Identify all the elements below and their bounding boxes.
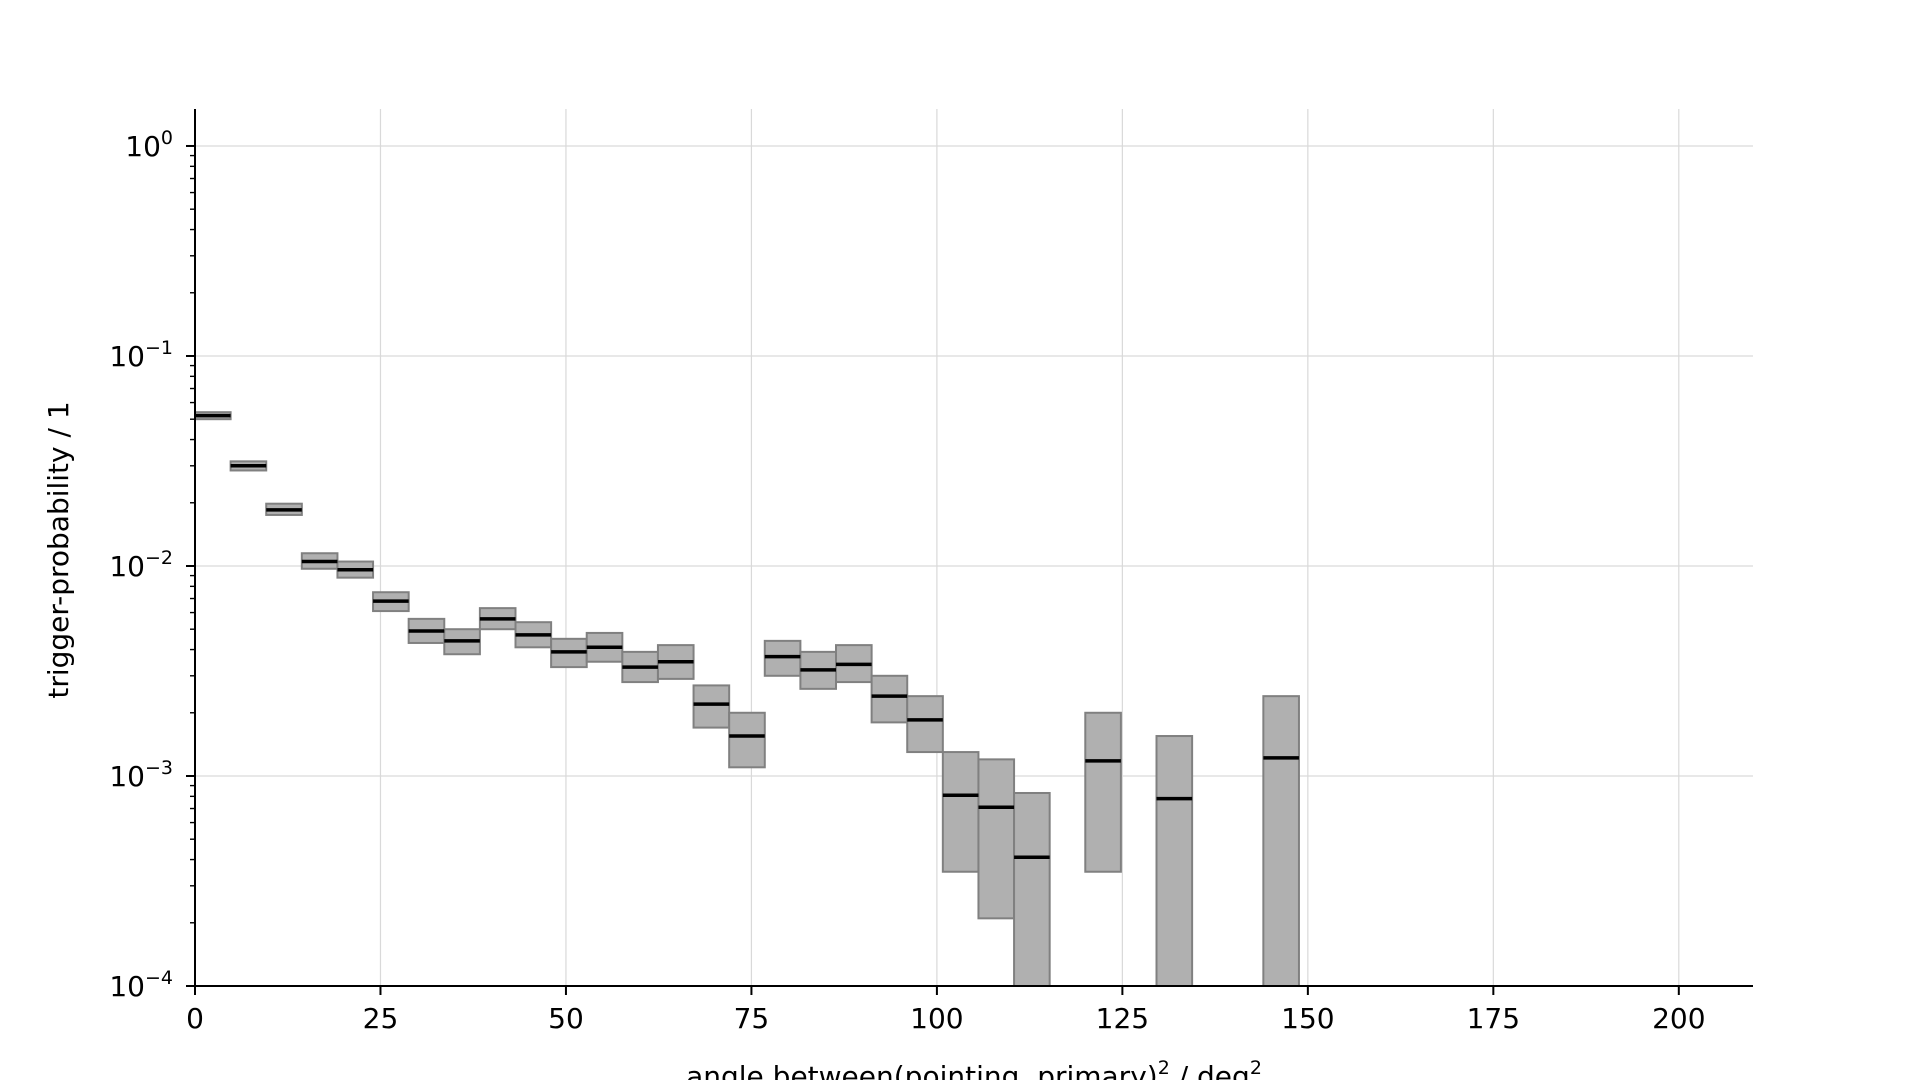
x-tick-label: 200 bbox=[1652, 1002, 1705, 1035]
y-tick-label: 10−3 bbox=[109, 757, 173, 793]
y-tick-base: 10 bbox=[109, 760, 145, 793]
y-tick-exp: −3 bbox=[145, 757, 173, 779]
y-tick-base: 10 bbox=[109, 970, 145, 1003]
x-tick-label: 50 bbox=[548, 1002, 584, 1035]
x-tick-label: 100 bbox=[910, 1002, 963, 1035]
x-tick-label: 75 bbox=[734, 1002, 770, 1035]
x-tick-label: 0 bbox=[186, 1002, 204, 1035]
uncertainty-band bbox=[1084, 711, 1122, 873]
x-ticks: 0 25 50 75 100 125 150 175 200 bbox=[186, 986, 1706, 1035]
uncertainty-band bbox=[1155, 735, 1194, 988]
y-tick-label: 10−4 bbox=[109, 967, 173, 1003]
uncertainty-band bbox=[941, 751, 980, 873]
uncertainty-band bbox=[728, 711, 766, 769]
uncertainty-band bbox=[977, 758, 1016, 920]
x-tick-label: 175 bbox=[1467, 1002, 1520, 1035]
uncertainty-band bbox=[692, 684, 731, 729]
y-tick-label: 10−2 bbox=[109, 547, 173, 583]
y-tick-base: 10 bbox=[109, 550, 145, 583]
value-markers bbox=[195, 413, 1299, 860]
uncertainty-band bbox=[1262, 695, 1300, 987]
x-tick-label: 25 bbox=[363, 1002, 399, 1035]
x-tick-label: 125 bbox=[1096, 1002, 1149, 1035]
y-tick-label: 10−1 bbox=[109, 337, 173, 373]
x-tick-label: 150 bbox=[1281, 1002, 1334, 1035]
y-tick-exp: 0 bbox=[161, 127, 173, 149]
y-tick-exp: −1 bbox=[145, 337, 173, 359]
y-tick-exp: −4 bbox=[145, 967, 173, 989]
uncertainty-band bbox=[870, 674, 909, 724]
x-axis-label: angle between(pointing, primary)2 / deg2 bbox=[686, 1057, 1262, 1080]
y-axis-label: trigger-probability / 1 bbox=[42, 401, 75, 698]
y-tick-base: 10 bbox=[109, 340, 145, 373]
uncertainty-band bbox=[906, 695, 944, 754]
y-tick-exp: −2 bbox=[145, 547, 173, 569]
uncertainty-band bbox=[1013, 791, 1051, 987]
y-tick-base: 10 bbox=[125, 130, 161, 163]
uncertainty-bands bbox=[194, 411, 1300, 988]
y-tick-label: 100 bbox=[125, 127, 173, 163]
